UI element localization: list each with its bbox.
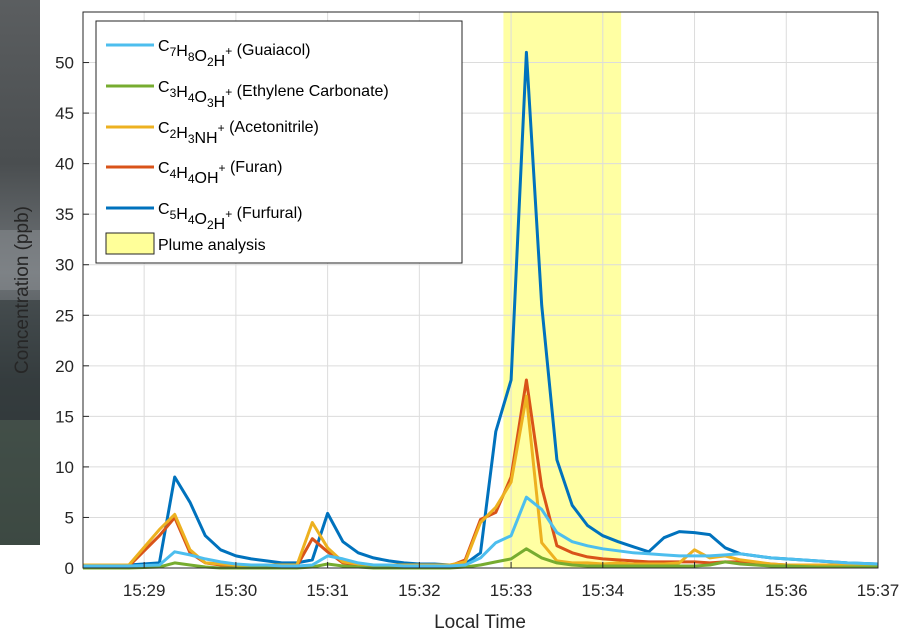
x-tick-label: 15:29 xyxy=(123,581,166,600)
y-tick-label: 50 xyxy=(55,54,74,73)
legend-swatch-plume xyxy=(105,232,155,255)
legend-label: C7H8O2H+ (Guaiacol) xyxy=(158,38,310,70)
x-tick-label: 15:37 xyxy=(857,581,900,600)
x-tick-label: 15:33 xyxy=(490,581,533,600)
y-tick-label: 35 xyxy=(55,205,74,224)
legend-label: C3H4O3H+ (Ethylene Carbonate) xyxy=(158,79,389,111)
y-tick-label: 0 xyxy=(65,559,74,578)
plot-frame xyxy=(82,11,879,569)
y-tick-label: 25 xyxy=(55,306,74,325)
y-tick-label: 30 xyxy=(55,256,74,275)
axis-ticks: 15:29 15:30 15:31 15:32 15:33 15:34 15:35 15:36… xyxy=(55,54,899,600)
background-photo-strip xyxy=(0,0,40,545)
x-tick-label: 15:36 xyxy=(765,581,808,600)
legend-label: C5H4O2H+ (Furfural) xyxy=(158,201,302,233)
legend-label: C4H4OH+ (Furan) xyxy=(158,159,282,187)
y-tick-label: 10 xyxy=(55,458,74,477)
y-tick-label: 5 xyxy=(65,508,74,527)
x-axis-label: Local Time xyxy=(434,612,526,633)
y-axis-label: Concentration (ppb) xyxy=(12,206,33,374)
legend: C7H8O2H+ (Guaiacol) C3H4O3H+ (Ethylene Ca… xyxy=(95,20,463,264)
legend-label: C2H3NH+ (Acetonitrile) xyxy=(158,119,319,147)
plume-analysis-region xyxy=(503,12,622,568)
x-tick-label: 15:31 xyxy=(306,581,349,600)
legend-box xyxy=(95,20,463,264)
series-line-5 xyxy=(83,50,879,567)
x-tick-label: 15:34 xyxy=(582,581,625,600)
background-photo xyxy=(0,0,40,545)
x-tick-label: 15:32 xyxy=(398,581,441,600)
y-tick-label: 20 xyxy=(55,357,74,376)
y-tick-label: 15 xyxy=(55,407,74,426)
x-tick-label: 15:35 xyxy=(673,581,716,600)
y-tick-label: 40 xyxy=(55,155,74,174)
legend-label-plume: Plume analysis xyxy=(158,237,266,254)
x-tick-label: 15:30 xyxy=(215,581,258,600)
y-tick-label: 45 xyxy=(55,104,74,123)
series-line-1 xyxy=(83,495,879,568)
